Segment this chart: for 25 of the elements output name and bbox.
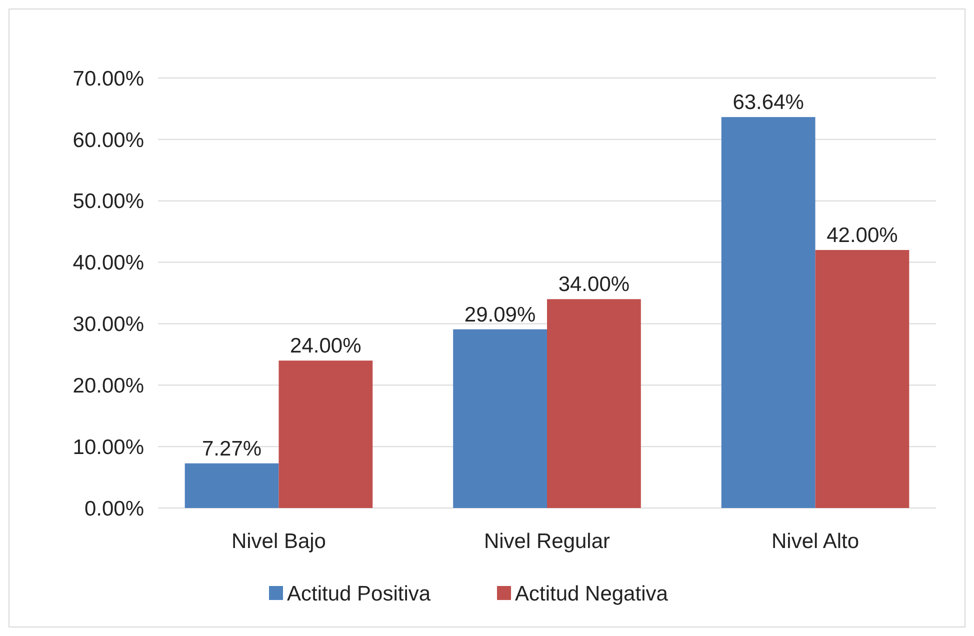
data-label: 29.09% <box>464 303 536 326</box>
bar <box>278 360 373 508</box>
bar <box>453 329 547 508</box>
y-tick-label: 30.00% <box>72 313 144 336</box>
data-label: 7.27% <box>202 437 262 460</box>
legend-label: Actitud Positiva <box>287 582 431 606</box>
x-tick-label: Nivel Regular <box>484 530 610 553</box>
bar <box>184 463 279 508</box>
y-tick-label: 0.00% <box>84 497 144 520</box>
y-tick-label: 20.00% <box>72 374 144 398</box>
bar <box>815 250 910 508</box>
y-tick-label: 50.00% <box>72 190 144 214</box>
data-label: 34.00% <box>558 273 630 296</box>
legend-label: Actitud Negativa <box>515 582 668 606</box>
data-label: 63.64% <box>732 91 804 114</box>
x-tick-label: Nivel Alto <box>772 530 860 553</box>
y-tick-label: 40.00% <box>72 252 144 275</box>
x-tick-label: Nivel Bajo <box>231 530 326 553</box>
data-label: 42.00% <box>826 224 898 247</box>
bar <box>721 117 816 508</box>
y-tick-label: 60.00% <box>72 128 144 152</box>
data-label: 24.00% <box>290 334 362 358</box>
bar <box>547 299 641 508</box>
y-tick-label: 10.00% <box>72 436 144 459</box>
y-tick-label: 70.00% <box>72 67 144 90</box>
